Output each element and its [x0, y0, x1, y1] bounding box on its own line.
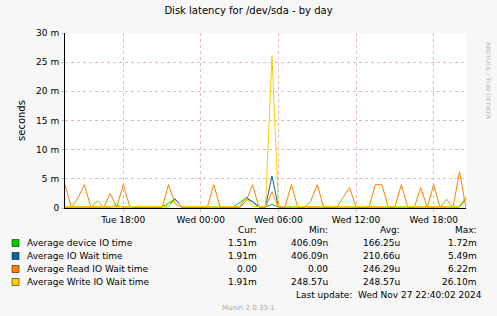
svg-text:26.10m: 26.10m [442, 277, 477, 287]
svg-text:Wed 12:00: Wed 12:00 [332, 215, 381, 225]
svg-text:seconds: seconds [16, 100, 27, 141]
svg-text:30 m: 30 m [36, 28, 59, 38]
svg-text:0.00: 0.00 [308, 264, 328, 274]
svg-text:1.72m: 1.72m [448, 238, 477, 248]
svg-text:1.51m: 1.51m [228, 238, 257, 248]
svg-text:210.66u: 210.66u [363, 251, 400, 261]
svg-text:1.91m: 1.91m [228, 277, 257, 287]
svg-text:20 m: 20 m [36, 86, 59, 96]
svg-text:5 m: 5 m [42, 174, 59, 184]
svg-text:6.22m: 6.22m [448, 264, 477, 274]
svg-text:248.57u: 248.57u [363, 277, 400, 287]
svg-text:166.25u: 166.25u [363, 238, 400, 248]
svg-text:15 m: 15 m [36, 116, 59, 126]
svg-text:246.29u: 246.29u [363, 264, 400, 274]
svg-text:0: 0 [53, 203, 59, 213]
svg-text:406.09n: 406.09n [291, 238, 328, 248]
svg-text:Last update: Wed Nov 27 22:40: Last update: Wed Nov 27 22:40:02 2024 [296, 290, 482, 300]
svg-text:248.57u: 248.57u [291, 277, 328, 287]
svg-text:Wed 06:00: Wed 06:00 [254, 215, 303, 225]
svg-text:Min:: Min: [309, 225, 328, 235]
svg-text:Max:: Max: [455, 225, 477, 235]
svg-text:RRDTOOL / TOBI OETIKER: RRDTOOL / TOBI OETIKER [485, 42, 492, 119]
svg-text:Average IO Wait time: Average IO Wait time [27, 251, 123, 261]
svg-text:Munin 2.0.33-1: Munin 2.0.33-1 [222, 304, 275, 312]
svg-text:Average Read IO Wait time: Average Read IO Wait time [27, 264, 148, 274]
svg-text:Average device IO time: Average device IO time [27, 238, 133, 248]
svg-text:1.91m: 1.91m [228, 251, 257, 261]
svg-text:406.09n: 406.09n [291, 251, 328, 261]
svg-text:5.49m: 5.49m [448, 251, 477, 261]
svg-text:Cur:: Cur: [238, 225, 257, 235]
svg-text:25 m: 25 m [36, 57, 59, 67]
svg-text:Average Write IO Wait time: Average Write IO Wait time [27, 277, 150, 287]
svg-text:Wed 18:00: Wed 18:00 [409, 215, 458, 225]
svg-text:0.00: 0.00 [237, 264, 257, 274]
svg-text:Wed 00:00: Wed 00:00 [177, 215, 226, 225]
svg-text:Avg:: Avg: [380, 225, 400, 235]
svg-text:Tue 18:00: Tue 18:00 [100, 215, 145, 225]
svg-text:10 m: 10 m [36, 145, 59, 155]
svg-text:Disk latency for /dev/sda - by: Disk latency for /dev/sda - by day [164, 5, 332, 16]
